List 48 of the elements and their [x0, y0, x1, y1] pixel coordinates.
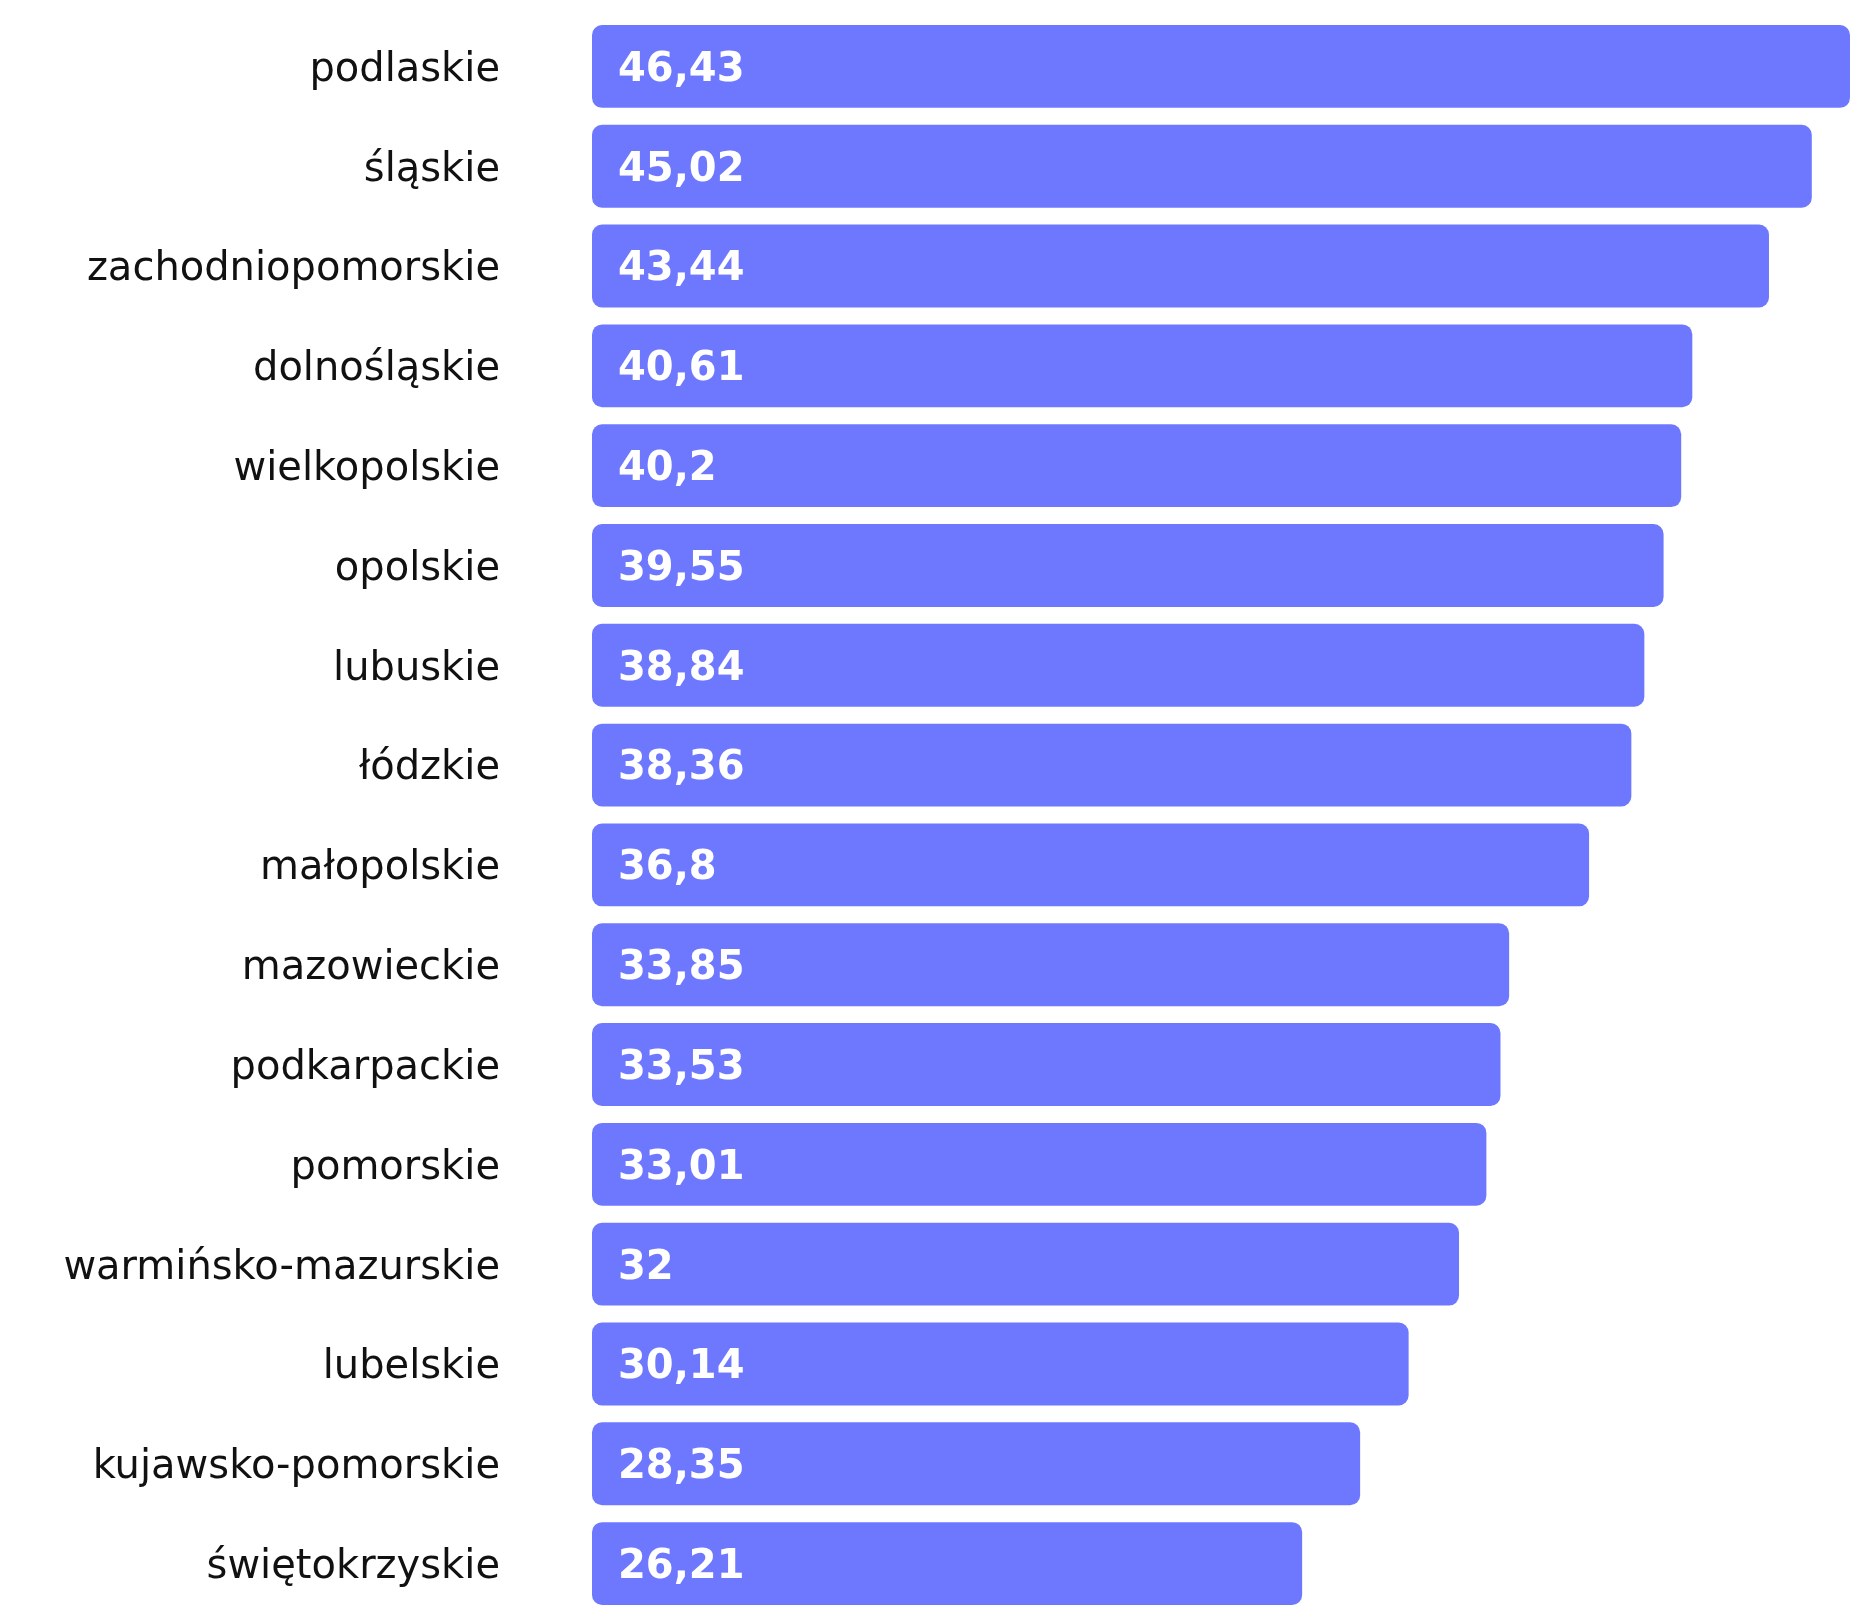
bar	[592, 1422, 1361, 1506]
data-label: 39,55	[618, 542, 745, 589]
y-tick-label: mazowieckie	[241, 942, 500, 989]
y-tick-label: lubelskie	[322, 1341, 500, 1388]
y-tick-label: świętokrzyskie	[206, 1540, 500, 1587]
bar	[592, 1122, 1487, 1206]
bar	[592, 823, 1590, 907]
bar	[592, 1222, 1460, 1306]
y-tick-label: wielkopolskie	[233, 443, 500, 490]
bar	[592, 424, 1682, 508]
y-tick-label: zachodniopomorskie	[86, 243, 500, 290]
y-tick-label: podkarpackie	[230, 1041, 500, 1088]
data-label: 28,35	[618, 1441, 745, 1488]
data-label: 40,2	[618, 443, 717, 490]
bar	[592, 623, 1645, 707]
bar	[592, 324, 1693, 408]
y-tick-label: małopolskie	[259, 842, 500, 889]
bar	[592, 923, 1510, 1007]
y-tick-label: warmińsko-mazurskie	[63, 1241, 500, 1288]
bar	[592, 524, 1664, 607]
bar	[592, 723, 1632, 807]
y-tick-label: śląskie	[363, 143, 500, 190]
y-tick-label: lubuskie	[333, 642, 500, 689]
data-label: 33,85	[618, 942, 745, 989]
y-tick-label: podlaskie	[309, 43, 500, 90]
y-tick-label: opolskie	[334, 542, 500, 589]
data-label: 36,8	[618, 842, 717, 889]
bar	[592, 224, 1769, 308]
y-tick-label: pomorskie	[290, 1141, 500, 1188]
data-label: 43,44	[618, 243, 745, 290]
y-tick-label: dolnośląskie	[253, 343, 500, 390]
bar	[592, 1522, 1303, 1606]
bar	[592, 1023, 1501, 1106]
data-label: 45,02	[618, 143, 745, 190]
data-label: 40,61	[618, 343, 745, 390]
bar	[592, 24, 1850, 108]
bar	[592, 124, 1812, 208]
data-label: 32	[618, 1241, 674, 1288]
data-label: 30,14	[618, 1341, 745, 1388]
data-label: 46,43	[618, 43, 745, 90]
bar	[592, 1322, 1409, 1406]
data-label: 33,53	[618, 1041, 745, 1088]
y-tick-label: kujawsko-pomorskie	[92, 1441, 500, 1488]
data-label: 26,21	[618, 1540, 745, 1587]
data-label: 38,36	[618, 742, 745, 789]
data-label: 33,01	[618, 1141, 745, 1188]
y-tick-label: łódzkie	[358, 742, 500, 789]
data-label: 38,84	[618, 642, 745, 689]
